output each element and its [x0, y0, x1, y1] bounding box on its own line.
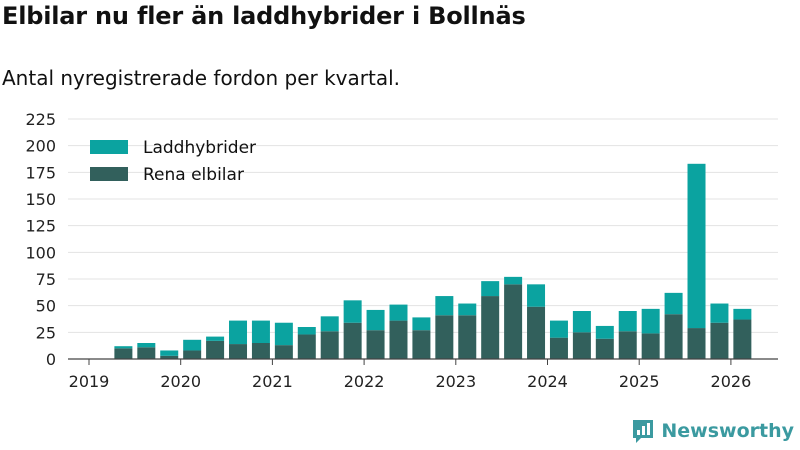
bar-rena-elbilar	[343, 322, 362, 359]
bar-rena-elbilar	[618, 331, 637, 359]
y-axis-ticks: 0 25 50 75 100 125 150 175 200 225	[25, 110, 56, 369]
bars	[114, 163, 752, 359]
bar-laddhybrider	[549, 320, 568, 338]
bar-laddhybrider	[366, 309, 385, 331]
bar-laddhybrider	[527, 284, 546, 307]
bar-rena-elbilar	[504, 284, 523, 359]
x-tick-label: 2024	[527, 372, 568, 391]
bar-laddhybrider	[618, 311, 637, 332]
bar-rena-elbilar	[595, 338, 614, 359]
bar-laddhybrider	[687, 163, 706, 329]
y-tick-label: 25	[36, 323, 56, 342]
bar-rena-elbilar	[435, 315, 454, 359]
bar-laddhybrider	[137, 343, 156, 348]
y-tick-label: 225	[25, 110, 56, 129]
bar-rena-elbilar	[160, 355, 179, 359]
legend-swatch-rena-elbilar	[90, 167, 128, 181]
bar-rena-elbilar	[297, 334, 316, 359]
newsworthy-logo: Newsworthy	[631, 418, 794, 444]
bar-rena-elbilar	[687, 328, 706, 359]
bar-laddhybrider	[710, 303, 729, 323]
x-tick-label: 2026	[711, 372, 752, 391]
bar-laddhybrider	[458, 303, 477, 316]
newsworthy-logo-text: Newsworthy	[661, 420, 794, 442]
bar-rena-elbilar	[251, 343, 270, 359]
bar-laddhybrider	[595, 325, 614, 339]
chart-title: Elbilar nu fler än laddhybrider i Bollnä…	[2, 2, 526, 30]
bar-laddhybrider	[251, 320, 270, 343]
bar-rena-elbilar	[481, 296, 500, 359]
bar-rena-elbilar	[733, 319, 752, 359]
grid-lines	[68, 118, 778, 333]
bar-laddhybrider	[733, 308, 752, 320]
bar-rena-elbilar	[366, 330, 385, 359]
bar-laddhybrider	[274, 322, 293, 346]
bar-rena-elbilar	[458, 315, 477, 359]
legend: Laddhybrider Rena elbilar	[90, 138, 256, 185]
bar-rena-elbilar	[641, 333, 660, 359]
bar-rena-elbilar	[137, 347, 156, 359]
y-tick-label: 0	[46, 350, 56, 369]
x-tick-label: 2025	[619, 372, 660, 391]
y-tick-label: 175	[25, 163, 56, 182]
bar-laddhybrider	[229, 320, 248, 345]
bar-laddhybrider	[435, 296, 454, 316]
x-tick-label: 2021	[252, 372, 293, 391]
bar-laddhybrider	[504, 276, 523, 285]
x-axis: 2019 2020 2021 2022 2023 2024 2025 2026	[68, 358, 778, 391]
y-tick-label: 200	[25, 137, 56, 156]
bar-rena-elbilar	[710, 322, 729, 359]
bar-rena-elbilar	[527, 306, 546, 359]
bar-laddhybrider	[389, 304, 408, 321]
chart-subtitle: Antal nyregistrerade fordon per kvartal.	[2, 66, 401, 90]
bar-rena-elbilar	[114, 348, 133, 359]
y-tick-label: 100	[25, 243, 56, 262]
y-tick-label: 50	[36, 297, 56, 316]
y-tick-label: 150	[25, 190, 56, 209]
bar-rena-elbilar	[229, 344, 248, 359]
bar-laddhybrider	[572, 311, 591, 333]
bar-laddhybrider	[641, 308, 660, 334]
bar-rena-elbilar	[664, 314, 683, 359]
bar-rena-elbilar	[206, 340, 225, 359]
x-tick-label: 2019	[69, 372, 110, 391]
x-tick-label: 2020	[160, 372, 201, 391]
x-tick-label: 2022	[344, 372, 385, 391]
bar-laddhybrider	[297, 327, 316, 335]
bar-laddhybrider	[114, 346, 133, 349]
x-tick-label: 2023	[435, 372, 476, 391]
bar-rena-elbilar	[389, 320, 408, 359]
bar-laddhybrider	[412, 317, 431, 331]
newsworthy-logo-icon	[633, 420, 654, 443]
bar-laddhybrider	[320, 316, 339, 332]
bar-rena-elbilar	[572, 332, 591, 359]
bar-laddhybrider	[160, 350, 179, 356]
legend-label-laddhybrider: Laddhybrider	[143, 138, 256, 158]
bar-laddhybrider	[481, 281, 500, 297]
bar-rena-elbilar	[320, 331, 339, 359]
bar-rena-elbilar	[412, 330, 431, 359]
bar-laddhybrider	[183, 339, 202, 351]
bar-laddhybrider	[343, 300, 362, 323]
bar-laddhybrider	[206, 336, 225, 341]
legend-swatch-laddhybrider	[90, 140, 128, 154]
legend-label-rena-elbilar: Rena elbilar	[143, 165, 244, 185]
bar-laddhybrider	[664, 292, 683, 315]
bar-rena-elbilar	[274, 345, 293, 359]
y-tick-label: 75	[36, 270, 56, 289]
y-tick-label: 125	[25, 217, 56, 236]
bar-rena-elbilar	[183, 350, 202, 359]
bar-rena-elbilar	[549, 337, 568, 359]
